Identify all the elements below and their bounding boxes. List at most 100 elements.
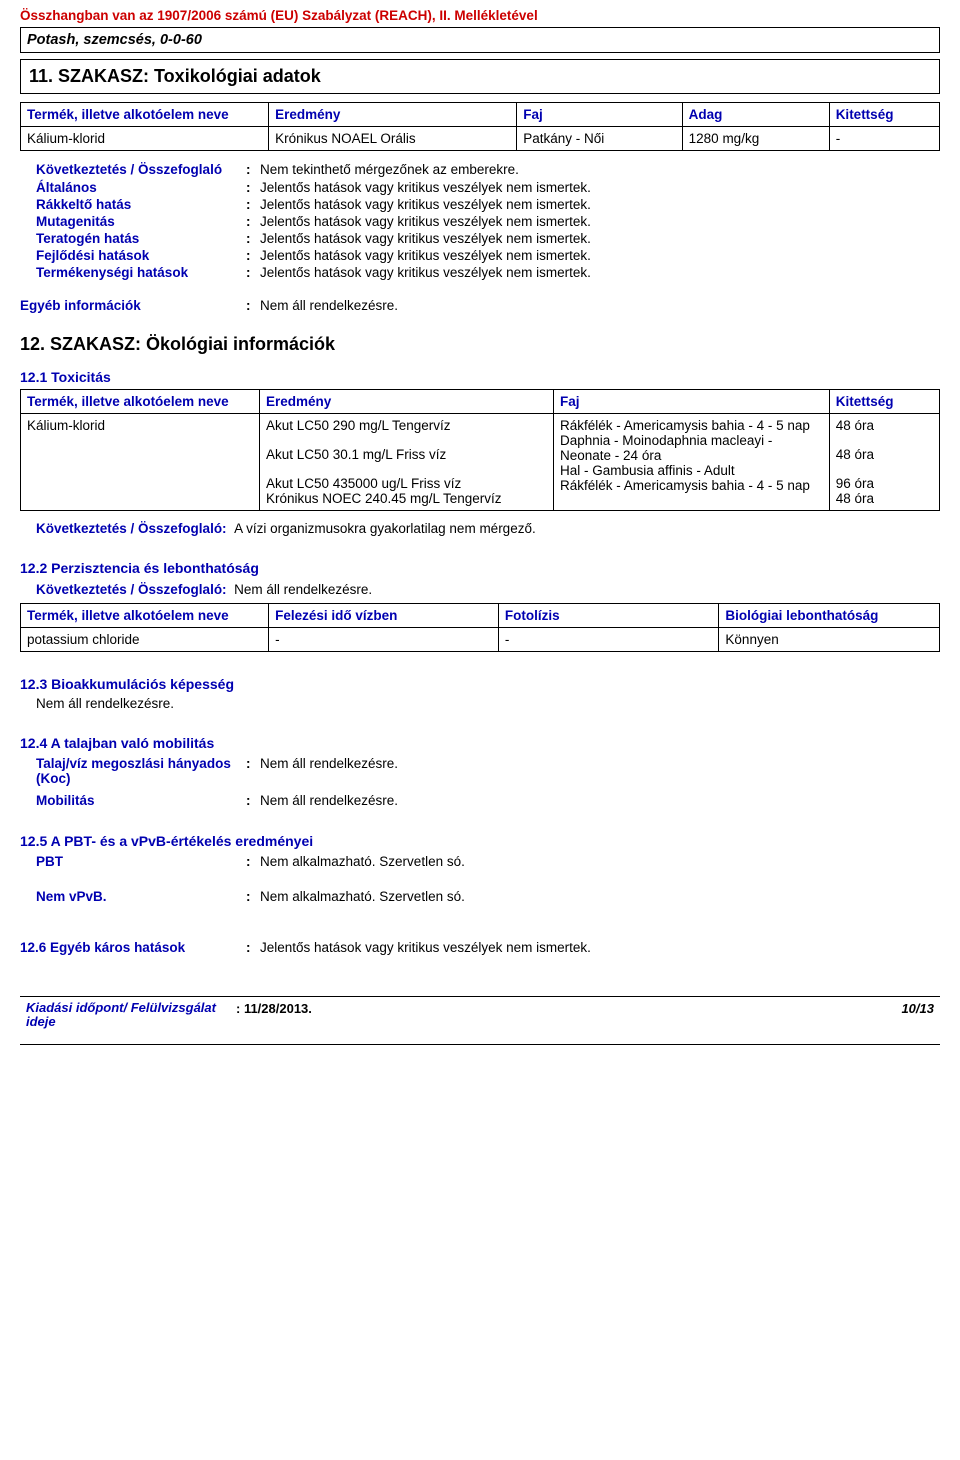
kv-row: Rákkeltő hatás : Jelentős hatások vagy k… bbox=[36, 196, 940, 213]
kv-row: Általános : Jelentős hatások vagy kritik… bbox=[36, 179, 940, 196]
kv-value: Jelentős hatások vagy kritikus veszélyek… bbox=[260, 231, 940, 246]
kv-row: Fejlődési hatások : Jelentős hatások vag… bbox=[36, 247, 940, 264]
kv-value: Nem tekinthető mérgezőnek az emberekre. bbox=[260, 162, 940, 178]
th: Eredmény bbox=[259, 389, 553, 413]
th: Faj bbox=[554, 389, 830, 413]
kv-value: Nem áll rendelkezésre. bbox=[260, 298, 940, 313]
kv-value: Jelentős hatások vagy kritikus veszélyek… bbox=[260, 265, 940, 280]
kv-row: Mobilitás : Nem áll rendelkezésre. bbox=[36, 792, 940, 809]
table-header-row: Termék, illetve alkotóelem neve Eredmény… bbox=[21, 389, 940, 413]
td: - bbox=[829, 127, 939, 151]
section-11-title: 11. SZAKASZ: Toxikológiai adatok bbox=[20, 59, 940, 94]
td: - bbox=[498, 627, 719, 651]
species-line: Rákfélék - Americamysis bahia - 4 - 5 na… bbox=[560, 418, 823, 433]
td: Rákfélék - Americamysis bahia - 4 - 5 na… bbox=[554, 413, 830, 510]
kv-row: Talaj/víz megoszlási hányados (Kᴏᴄ) : Ne… bbox=[36, 755, 940, 788]
td: potassium chloride bbox=[21, 627, 269, 651]
section-12-3-text: Nem áll rendelkezésre. bbox=[36, 696, 940, 711]
section-12-2-table: Termék, illetve alkotóelem neve Felezési… bbox=[20, 603, 940, 652]
kv-colon: : bbox=[246, 180, 260, 195]
kv-key: Következtetés / Összefoglaló bbox=[36, 162, 246, 178]
section-12-2-heading: 12.2 Perzisztencia és lebonthatóság bbox=[20, 560, 940, 576]
kv-key: PBT bbox=[36, 854, 246, 869]
section-12-title: 12. SZAKASZ: Ökológiai információk bbox=[20, 334, 940, 355]
td: Patkány - Női bbox=[517, 127, 682, 151]
footer-date: : 11/28/2013. bbox=[236, 1001, 312, 1031]
kv-row: Nem vPvB. : Nem alkalmazható. Szervetlen… bbox=[36, 888, 940, 905]
section-12-5-kv: PBT : Nem alkalmazható. Szervetlen só. N… bbox=[36, 853, 940, 905]
kv-key: Mobilitás bbox=[36, 793, 246, 808]
page-footer: Kiadási időpont/ Felülvizsgálat ideje : … bbox=[20, 996, 940, 1046]
kv-row: Mutagenitás : Jelentős hatások vagy krit… bbox=[36, 213, 940, 230]
footer-page-number: 10/13 bbox=[901, 1001, 934, 1031]
kv-colon: : bbox=[246, 854, 260, 869]
result-line: Krónikus NOEC 240.45 mg/L Tengervíz bbox=[266, 491, 547, 506]
td: Könnyen bbox=[719, 627, 940, 651]
kv-row: Teratogén hatás : Jelentős hatások vagy … bbox=[36, 230, 940, 247]
kv-colon: : bbox=[246, 756, 260, 787]
th: Faj bbox=[517, 103, 682, 127]
kv-value: Jelentős hatások vagy kritikus veszélyek… bbox=[260, 940, 940, 955]
kv-key: Teratogén hatás bbox=[36, 231, 246, 246]
kv-value: Jelentős hatások vagy kritikus veszélyek… bbox=[260, 248, 940, 263]
kv-colon: : bbox=[246, 231, 260, 246]
kv-colon: : bbox=[246, 889, 260, 904]
kv-colon: : bbox=[246, 940, 260, 955]
footer-label: Kiadási időpont/ Felülvizsgálat ideje bbox=[26, 1001, 236, 1031]
section-12-6-heading: 12.6 Egyéb káros hatások bbox=[20, 940, 246, 955]
conclusion-label: Következtetés / Összefoglaló: bbox=[36, 521, 227, 536]
kv-key: Általános bbox=[36, 180, 246, 195]
td: 1280 mg/kg bbox=[682, 127, 829, 151]
kv-value: Nem alkalmazható. Szervetlen só. bbox=[260, 889, 940, 904]
kv-row: PBT : Nem alkalmazható. Szervetlen só. bbox=[36, 853, 940, 870]
kv-colon: : bbox=[246, 793, 260, 808]
kv-key: Nem vPvB. bbox=[36, 889, 246, 904]
table-header-row: Termék, illetve alkotóelem neve Felezési… bbox=[21, 603, 940, 627]
kv-colon: : bbox=[246, 265, 260, 280]
section-12-4-kv: Talaj/víz megoszlási hányados (Kᴏᴄ) : Ne… bbox=[36, 755, 940, 809]
kv-colon: : bbox=[246, 248, 260, 263]
section-12-2-conclusion: Következtetés / Összefoglaló: Nem áll re… bbox=[36, 582, 940, 597]
section-12-6-row: 12.6 Egyéb káros hatások : Jelentős hatá… bbox=[20, 939, 940, 956]
td: 48 óra 48 óra 96 óra 48 óra bbox=[829, 413, 939, 510]
exposure-line: 96 óra bbox=[836, 476, 933, 491]
kv-key: Egyéb információk bbox=[20, 298, 246, 313]
kv-key: Termékenységi hatások bbox=[36, 265, 246, 280]
kv-key: Fejlődési hatások bbox=[36, 248, 246, 263]
kv-colon: : bbox=[246, 197, 260, 212]
th: Eredmény bbox=[269, 103, 517, 127]
exposure-line: 48 óra bbox=[836, 491, 933, 506]
kv-key: Mutagenitás bbox=[36, 214, 246, 229]
exposure-line: 48 óra bbox=[836, 418, 933, 433]
kv-value: Nem áll rendelkezésre. bbox=[260, 756, 940, 787]
product-name-box: Potash, szemcsés, 0-0-60 bbox=[20, 27, 940, 53]
th: Fotolízis bbox=[498, 603, 719, 627]
table-row: potassium chloride - - Könnyen bbox=[21, 627, 940, 651]
th: Felezési idő vízben bbox=[269, 603, 499, 627]
section-12-5-heading: 12.5 A PBT- és a vPvB-értékelés eredmény… bbox=[20, 833, 940, 849]
other-info-row: Egyéb információk : Nem áll rendelkezésr… bbox=[20, 297, 940, 314]
section-11-kv-list: Következtetés / Összefoglaló : Nem tekin… bbox=[36, 161, 940, 281]
td: Krónikus NOAEL Orális bbox=[269, 127, 517, 151]
th: Kitettség bbox=[829, 103, 939, 127]
td: Kálium-klorid bbox=[21, 127, 269, 151]
conclusion-label: Következtetés / Összefoglaló: bbox=[36, 582, 227, 597]
section-12-1-heading: 12.1 Toxicitás bbox=[20, 369, 940, 385]
table-row: Kálium-klorid Krónikus NOAEL Orális Patk… bbox=[21, 127, 940, 151]
table-header-row: Termék, illetve alkotóelem neve Eredmény… bbox=[21, 103, 940, 127]
conclusion-value: A vízi organizmusokra gyakorlatilag nem … bbox=[234, 521, 536, 536]
regulation-header: Összhangban van az 1907/2006 számú (EU) … bbox=[20, 8, 940, 23]
kv-row: Következtetés / Összefoglaló : Nem tekin… bbox=[36, 161, 940, 179]
exposure-line: 48 óra bbox=[836, 447, 933, 462]
section-12-3-heading: 12.3 Bioakkumulációs képesség bbox=[20, 676, 940, 692]
table-row: Kálium-klorid Akut LC50 290 mg/L Tengerv… bbox=[21, 413, 940, 510]
td: - bbox=[269, 627, 499, 651]
kv-value: Jelentős hatások vagy kritikus veszélyek… bbox=[260, 197, 940, 212]
kv-value: Jelentős hatások vagy kritikus veszélyek… bbox=[260, 214, 940, 229]
th: Termék, illetve alkotóelem neve bbox=[21, 603, 269, 627]
th: Kitettség bbox=[829, 389, 939, 413]
result-line: Akut LC50 290 mg/L Tengervíz bbox=[266, 418, 547, 433]
kv-value: Nem áll rendelkezésre. bbox=[260, 793, 940, 808]
kv-colon: : bbox=[246, 214, 260, 229]
section-12-4-heading: 12.4 A talajban való mobilitás bbox=[20, 735, 940, 751]
